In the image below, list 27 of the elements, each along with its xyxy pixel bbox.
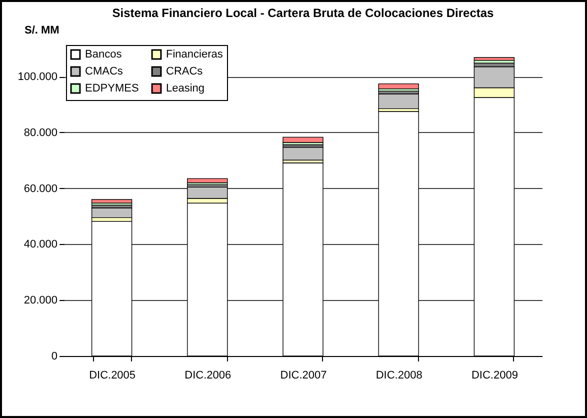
x-tick-label: DIC.2009 — [471, 370, 518, 382]
y-axis-title: S/. MM — [24, 24, 60, 36]
y-tick-label: 0 — [51, 350, 58, 362]
bar — [282, 146, 324, 160]
y-tick-label: 40.000 — [24, 238, 58, 251]
legend-label: EDPYMES — [85, 82, 139, 94]
y-tick-label: 20.000 — [24, 294, 58, 307]
legend-label: Financieras — [166, 48, 224, 61]
bar — [187, 178, 228, 184]
bar — [91, 199, 132, 204]
legend-label: CMACs — [85, 66, 124, 78]
bar — [282, 136, 324, 143]
legend-label: Leasing — [166, 82, 205, 94]
legend-label: Bancos — [85, 48, 122, 61]
x-tick-label: DIC.2006 — [184, 370, 232, 382]
bar — [378, 94, 419, 110]
chart-title: Sistema Financiero Local - Cartera Bruta de Colocaciones Directas — [112, 6, 494, 20]
y-tick-label: 100.000 — [18, 71, 58, 84]
legend-label: CRACs — [166, 66, 204, 78]
bar — [474, 57, 515, 61]
x-tick-label: DIC.2008 — [376, 370, 422, 382]
x-tick-label: DIC.2007 — [280, 370, 327, 382]
bar — [91, 208, 132, 218]
y-tick-label: 80.000 — [24, 126, 58, 139]
x-tick-label: DIC.2005 — [89, 370, 136, 382]
y-tick-label: 60.000 — [24, 182, 58, 195]
bar — [378, 83, 419, 90]
